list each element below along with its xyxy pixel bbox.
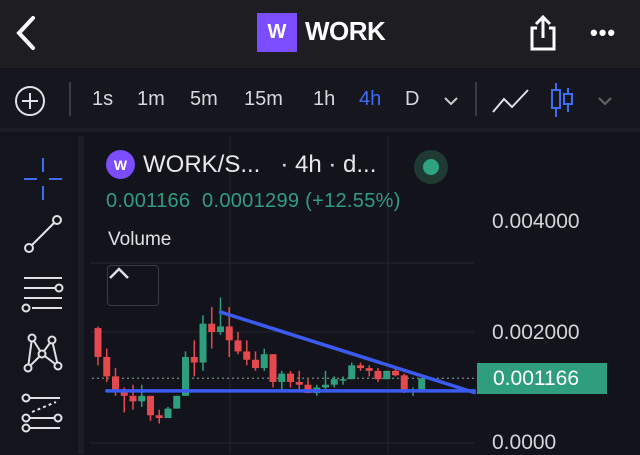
chart-area[interactable]: [90, 136, 640, 454]
candle-body: [147, 395, 154, 416]
candle-body: [348, 365, 356, 380]
candle-body: [260, 354, 268, 369]
candle-body: [400, 375, 408, 391]
more-button[interactable]: •••: [590, 20, 617, 45]
divider: [475, 82, 477, 116]
top-bar: W WORK •••: [0, 0, 640, 68]
candle-body: [208, 323, 216, 332]
candle-body: [173, 395, 181, 409]
interval-1m[interactable]: 1m: [137, 88, 165, 110]
candle-body: [357, 365, 364, 369]
candle-body: [392, 370, 399, 376]
interval-info: · 4h · d...: [280, 150, 377, 178]
chevron-down-icon[interactable]: [443, 96, 459, 106]
plus-circle-icon[interactable]: [14, 85, 46, 117]
chevron-down-icon[interactable]: [597, 96, 613, 106]
current-price-label: 0.001166: [477, 363, 607, 394]
interval-1h[interactable]: 1h: [313, 88, 336, 110]
candle-body: [190, 356, 198, 363]
fib-icon[interactable]: [20, 392, 66, 438]
divider: [69, 82, 71, 116]
interval-15m[interactable]: 15m: [244, 88, 283, 110]
candle-body: [295, 381, 303, 385]
candle-body: [120, 390, 128, 396]
price-tick: 0.0000: [492, 431, 557, 454]
candle-body: [243, 351, 251, 360]
candle-body: [278, 373, 286, 382]
candle-body: [94, 328, 102, 357]
candle-body: [252, 359, 259, 369]
candle-body: [182, 356, 189, 396]
ohlc-values: 0.001166 0.0001299 (+12.55%): [106, 190, 401, 212]
symbol-name[interactable]: WORK/S...: [143, 150, 261, 178]
candle-body: [112, 376, 119, 391]
price-tick: 0.004000: [492, 210, 580, 233]
candle-body: [217, 326, 224, 332]
candle-body: [339, 379, 347, 381]
coin-icon: W: [106, 150, 135, 179]
interval-4h[interactable]: 4h: [359, 88, 382, 110]
price-tick: 0.002000: [492, 321, 580, 344]
pattern-icon[interactable]: [20, 332, 66, 378]
chevron-left-icon[interactable]: [12, 14, 42, 52]
candle-body: [365, 368, 373, 371]
candlestick-icon[interactable]: [548, 82, 576, 118]
candle-body: [383, 370, 391, 380]
collapse-button[interactable]: [107, 265, 159, 306]
line-chart-icon[interactable]: [490, 86, 532, 116]
candle-body: [103, 356, 111, 377]
candle-body: [155, 415, 163, 419]
candle-body: [269, 354, 277, 382]
token-logo: W: [257, 13, 297, 52]
candle-body: [374, 370, 382, 380]
candle-body: [330, 379, 338, 385]
candle-body: [304, 384, 312, 394]
interval-D[interactable]: D: [405, 88, 420, 110]
symbol-legend: W WORK/S... · 4h · d...: [106, 150, 376, 179]
trend-line: [218, 310, 476, 395]
candle-body: [225, 326, 233, 341]
page-title: WORK: [305, 16, 386, 46]
interval-1s[interactable]: 1s: [92, 88, 114, 110]
volume-label: Volume: [108, 229, 172, 250]
trend-line-icon[interactable]: [20, 211, 66, 257]
candle-body: [322, 384, 329, 388]
crosshair-icon[interactable]: [20, 156, 66, 202]
chevron-up-icon: [109, 267, 129, 279]
interval-5m[interactable]: 5m: [190, 88, 218, 110]
share-icon[interactable]: [528, 14, 558, 52]
horizontal-lines-icon[interactable]: [20, 272, 66, 318]
interval-toolbar: 1s 1m 5m 15m 1h 4h D: [0, 68, 640, 132]
candle-body: [138, 395, 146, 402]
candle-body: [234, 340, 242, 352]
candle-body: [287, 373, 294, 382]
candle-body: [164, 408, 172, 419]
candle-body: [199, 323, 207, 363]
drawing-toolbar: [0, 136, 84, 454]
live-status-indicator: [414, 150, 448, 184]
candle-body: [129, 395, 137, 402]
candle-body: [418, 378, 426, 391]
